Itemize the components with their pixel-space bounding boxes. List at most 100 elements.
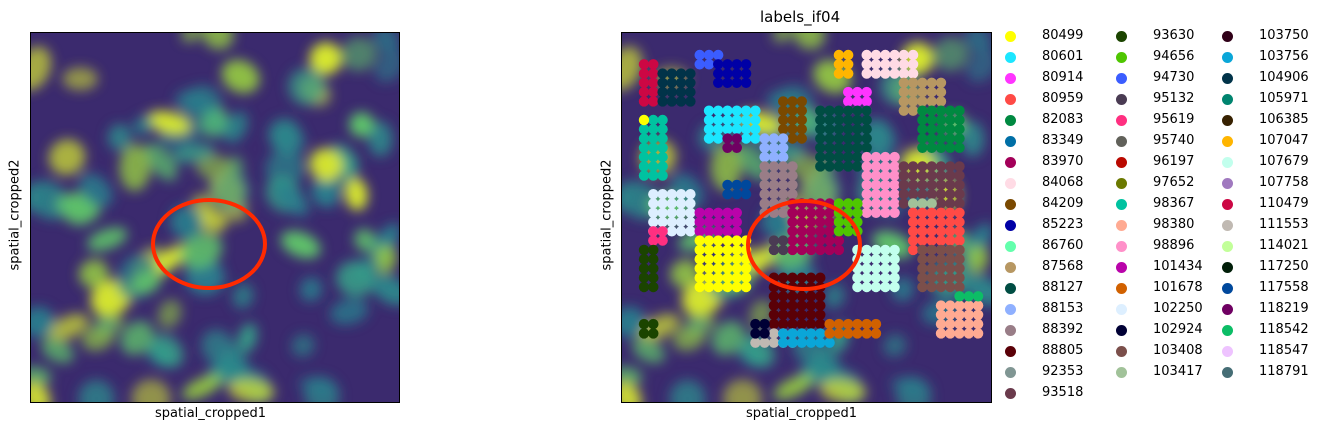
spot-83970 — [805, 207, 817, 218]
legend-marker — [1222, 346, 1233, 357]
spot-83970 — [805, 235, 817, 246]
spot-88392 — [759, 179, 770, 191]
spot-104906 — [657, 77, 668, 88]
spot-103756 — [815, 328, 826, 339]
spot-88127 — [852, 105, 863, 116]
spot-98380 — [954, 328, 965, 339]
spot-80499 — [731, 244, 742, 256]
legend-marker — [1005, 367, 1016, 378]
spot-88392 — [787, 170, 798, 181]
spot-80499 — [722, 254, 733, 265]
spot-88392 — [778, 207, 789, 218]
spot-80914 — [852, 86, 863, 98]
spot-88392 — [768, 170, 780, 181]
spot-88127 — [852, 124, 863, 135]
spot-101678 — [833, 328, 845, 339]
spot-98380 — [945, 318, 956, 330]
spot-98367 — [638, 124, 650, 135]
spot-88805 — [768, 318, 780, 330]
legend-label: 101434 — [1153, 259, 1203, 274]
legend-label: 98380 — [1153, 217, 1195, 232]
spot-80601 — [713, 124, 724, 135]
spot-88127 — [833, 124, 845, 135]
spot-84209 — [796, 133, 807, 144]
spot-80959 — [935, 226, 947, 237]
spot-88153 — [759, 142, 770, 153]
spot-93518 — [898, 198, 909, 209]
spot-101678 — [861, 318, 872, 330]
spot-107679 — [889, 244, 900, 256]
legend-marker — [1116, 73, 1127, 84]
spot-88805 — [778, 309, 789, 320]
spot-117558 — [731, 189, 742, 200]
spot-95619 — [657, 235, 668, 246]
spot-80499 — [740, 281, 752, 293]
spot-80959 — [945, 226, 956, 237]
legend-marker — [1116, 283, 1127, 294]
spot-84068 — [889, 49, 900, 61]
spot-98896 — [889, 189, 900, 200]
spot-80499 — [703, 263, 715, 274]
legend-marker — [1005, 262, 1016, 273]
spot-80959 — [917, 235, 928, 246]
spot-80959 — [917, 216, 928, 228]
spot-82083 — [917, 114, 928, 126]
spot-88392 — [787, 161, 798, 172]
spot-94730 — [713, 49, 724, 61]
spot-88127 — [833, 142, 845, 153]
spot-104906 — [675, 68, 687, 79]
spot-98896 — [889, 207, 900, 218]
spot-85223 — [722, 77, 733, 88]
spot-102250 — [685, 198, 696, 209]
spot-93630 — [648, 318, 659, 330]
spot-94656 — [833, 198, 845, 209]
spot-94730 — [694, 49, 705, 61]
legend-marker — [1116, 346, 1127, 357]
spot-110479 — [648, 96, 659, 107]
spot-88805 — [778, 291, 789, 302]
legend-marker — [1116, 178, 1127, 189]
spot-80499 — [713, 254, 724, 265]
spot-93518 — [926, 170, 937, 181]
spot-98367 — [638, 151, 650, 163]
left-ylabel: spatial_cropped2 — [7, 159, 23, 271]
legend-label: 103408 — [1153, 343, 1203, 358]
spot-80601 — [713, 114, 724, 126]
legend-marker — [1222, 325, 1233, 336]
spot-102250 — [657, 216, 668, 228]
spot-80601 — [713, 133, 724, 144]
legend-label: 87568 — [1042, 259, 1084, 274]
spot-101434 — [694, 207, 705, 218]
spot-103408 — [954, 254, 965, 265]
spot-87568 — [917, 96, 928, 107]
spot-93630 — [638, 244, 650, 256]
spot-88127 — [861, 142, 872, 153]
spot-101678 — [870, 318, 882, 330]
spot-80499 — [638, 114, 650, 126]
legend-marker — [1222, 52, 1233, 63]
spot-83970 — [824, 235, 835, 246]
spot-94730 — [703, 59, 715, 70]
spot-88127 — [824, 133, 835, 144]
spot-93518 — [945, 170, 956, 181]
legend-marker — [1005, 346, 1016, 357]
spot-80601 — [722, 105, 733, 116]
legend-label: 118219 — [1259, 301, 1309, 316]
spot-83970 — [796, 207, 807, 218]
spot-93518 — [926, 179, 937, 191]
spot-80499 — [703, 281, 715, 293]
spot-80499 — [713, 281, 724, 293]
spot-93518 — [945, 161, 956, 172]
spot-103417 — [926, 198, 937, 209]
legend-marker — [1005, 283, 1016, 294]
spot-82083 — [954, 114, 965, 126]
legend-marker — [1116, 136, 1127, 147]
legend-marker — [1116, 262, 1127, 273]
spot-80959 — [954, 207, 965, 218]
spot-93518 — [954, 161, 965, 172]
spot-80959 — [954, 235, 965, 246]
spot-83970 — [787, 235, 798, 246]
spot-88392 — [768, 179, 780, 191]
legend-label: 98367 — [1153, 196, 1195, 211]
spot-84209 — [787, 133, 798, 144]
